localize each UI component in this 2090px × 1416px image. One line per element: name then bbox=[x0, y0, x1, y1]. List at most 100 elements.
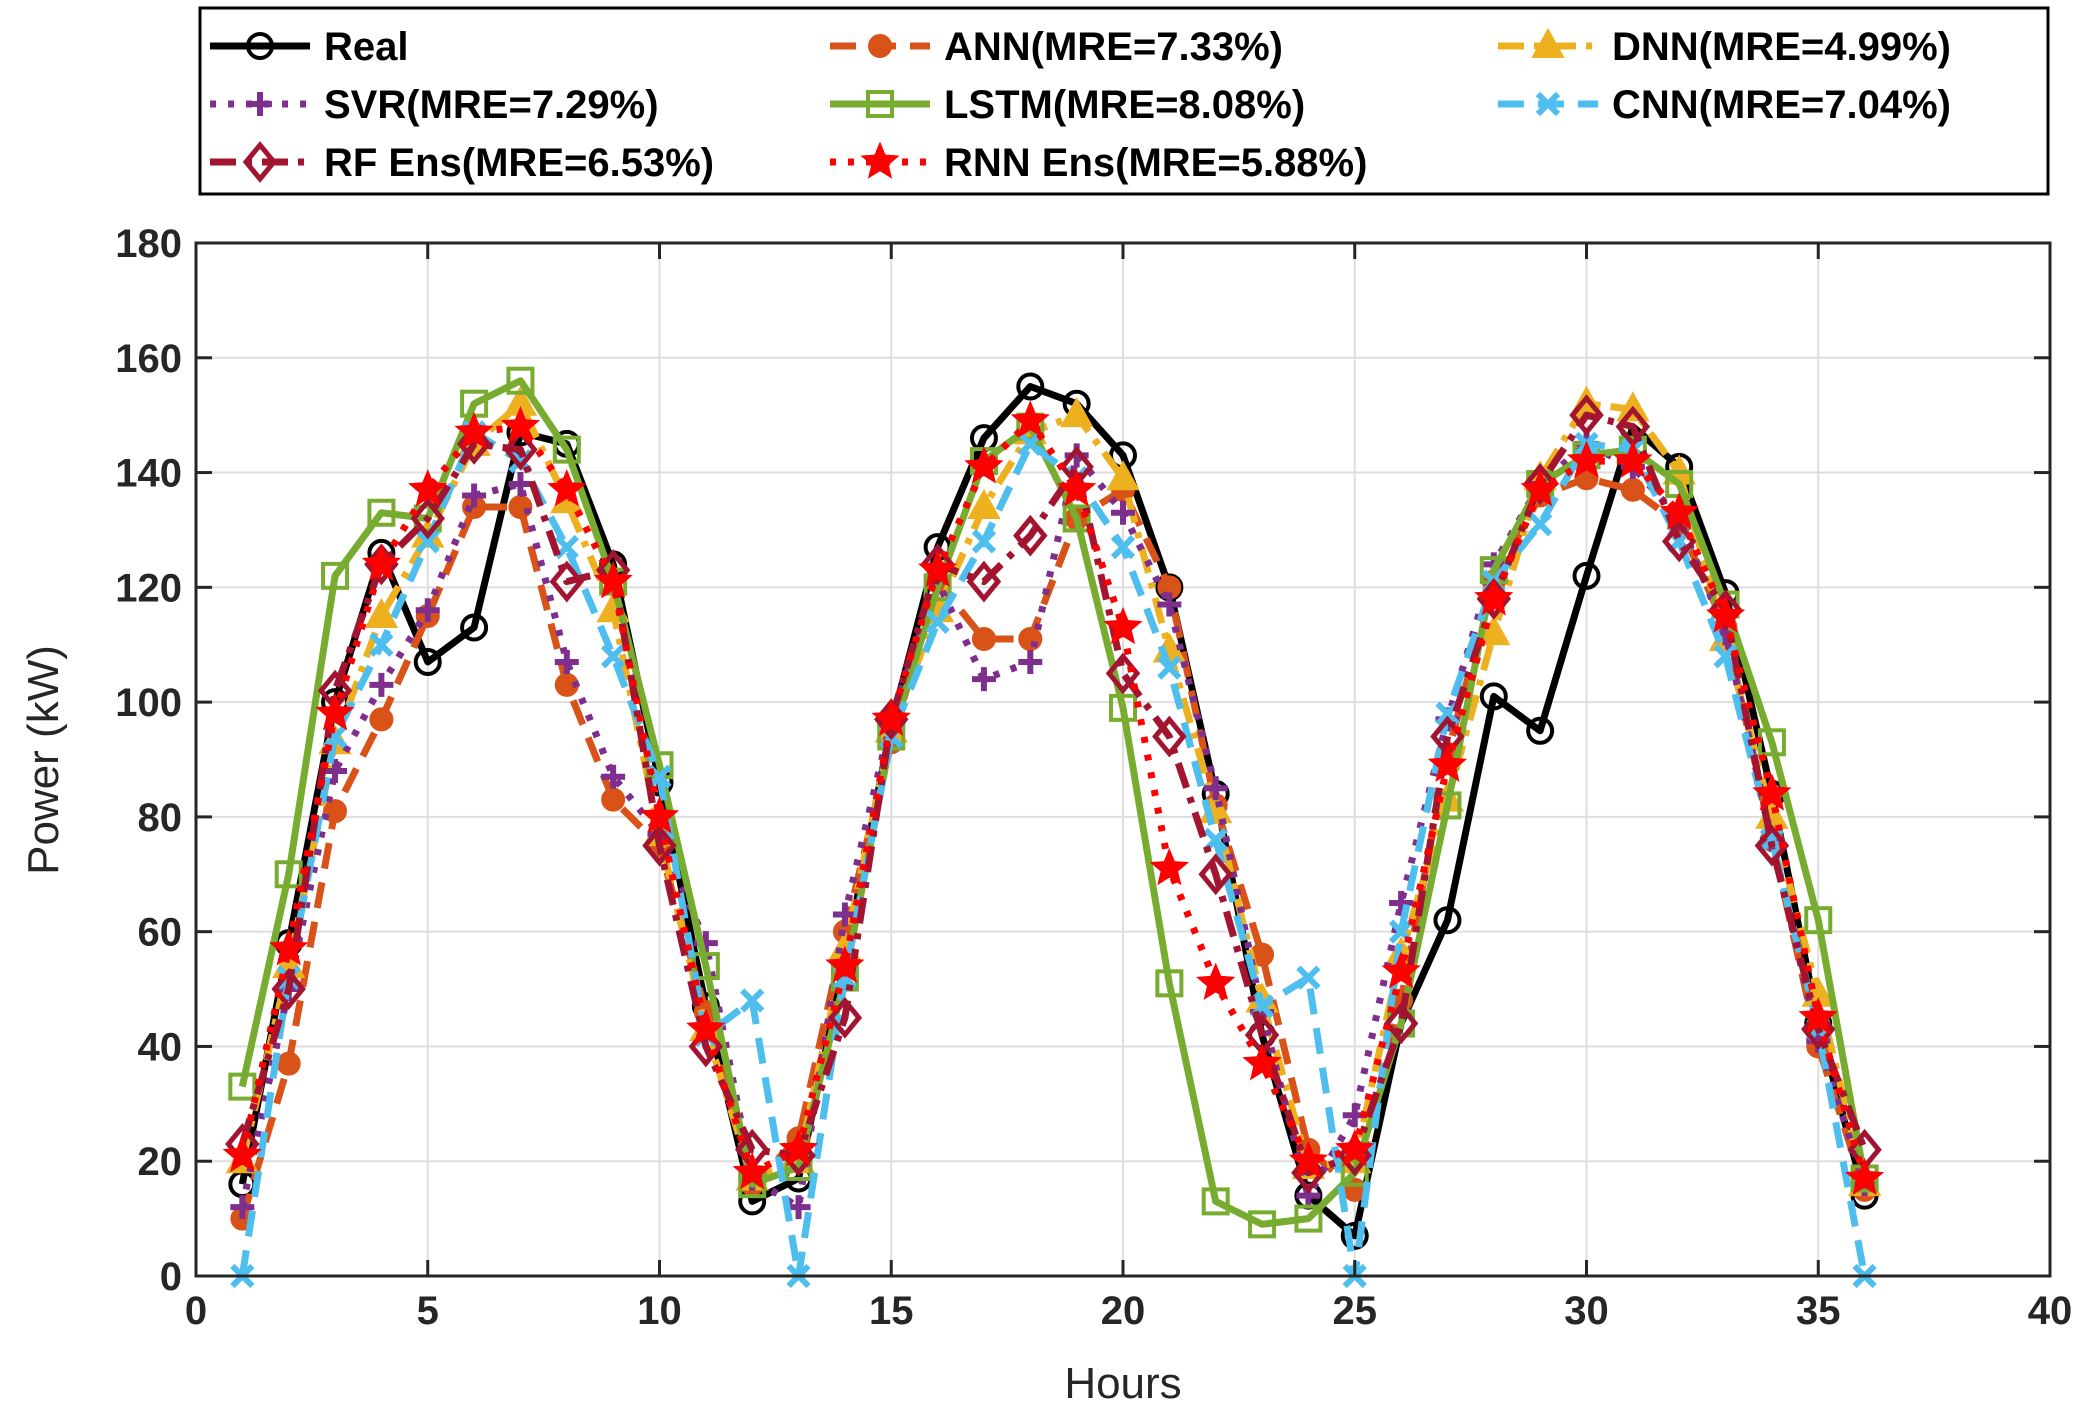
data-point-real bbox=[1526, 716, 1555, 745]
data-point-rnn-ens bbox=[1844, 1157, 1885, 1196]
data-point-svr bbox=[230, 1195, 255, 1220]
data-point-real bbox=[460, 613, 489, 642]
data-point-rnn-ens bbox=[917, 549, 958, 587]
legend-item-lstm: LSTM(MRE=8.08%) bbox=[830, 83, 1305, 127]
legend-marker-rnn-ens bbox=[860, 141, 900, 179]
data-point-cnn bbox=[1157, 655, 1182, 680]
data-point-cnn bbox=[1296, 965, 1321, 990]
legend: Real SVR(MRE=7.29%) RF Ens(MRE=6.53%) ANN(M… bbox=[198, 6, 2050, 196]
data-point-svr bbox=[415, 598, 440, 623]
legend-marker-ann bbox=[868, 34, 892, 58]
y-tick-label: 0 bbox=[160, 1255, 182, 1299]
legend-marker-rf-ens bbox=[242, 141, 278, 183]
data-point-lstm bbox=[1201, 1187, 1230, 1216]
legend-label-cnn: CNN(MRE=7.04%) bbox=[1612, 83, 1951, 127]
data-point-rnn-ens bbox=[593, 560, 633, 599]
y-tick-label: 180 bbox=[115, 222, 182, 266]
legend-item-svr: SVR(MRE=7.29%) bbox=[210, 83, 659, 127]
x-tick-label: 25 bbox=[1333, 1289, 1378, 1333]
data-point-rnn-ens bbox=[871, 698, 911, 737]
data-point-ann bbox=[601, 787, 626, 812]
legend-marker-svr bbox=[248, 92, 272, 116]
legend-label-rf-ens: RF Ens(MRE=6.53%) bbox=[324, 141, 714, 185]
data-point-cnn bbox=[740, 988, 765, 1013]
legend-item-real: Real bbox=[210, 25, 409, 69]
data-point-svr bbox=[971, 667, 996, 692]
data-point-svr bbox=[1111, 500, 1135, 525]
data-point-svr bbox=[1018, 649, 1043, 674]
data-point-lstm bbox=[1062, 504, 1091, 533]
legend-item-rnn-ens: RNN Ens(MRE=5.88%) bbox=[830, 141, 1367, 185]
data-point-rnn-ens bbox=[1613, 440, 1653, 478]
data-point-rnn-ens bbox=[1520, 469, 1560, 507]
data-point-svr bbox=[462, 483, 487, 508]
data-point-real bbox=[1433, 906, 1462, 935]
data-point-lstm bbox=[367, 498, 396, 527]
legend-label-real: Real bbox=[324, 25, 409, 69]
data-point-svr bbox=[369, 672, 394, 697]
data-point-rnn-ens bbox=[1798, 997, 1838, 1035]
data-point-svr bbox=[601, 764, 626, 789]
data-point-real bbox=[1340, 1221, 1369, 1250]
data-point-rf-ens bbox=[1152, 715, 1187, 758]
data-point-lstm bbox=[1294, 1204, 1323, 1233]
x-tick-label: 30 bbox=[1564, 1289, 1609, 1333]
data-point-lstm bbox=[1340, 1158, 1369, 1187]
data-point-rnn-ens bbox=[1149, 847, 1190, 886]
data-point-real bbox=[413, 647, 442, 676]
data-point-real bbox=[1016, 372, 1045, 401]
x-axis-label: Hours bbox=[1064, 1359, 1181, 1408]
data-point-rf-ens bbox=[966, 560, 1002, 603]
y-tick-label: 100 bbox=[115, 681, 182, 725]
data-point-rnn-ens bbox=[1752, 773, 1792, 811]
data-point-ann bbox=[323, 799, 348, 824]
data-point-rnn-ens bbox=[1381, 951, 1421, 989]
data-point-rnn-ens bbox=[964, 446, 1004, 484]
data-point-cnn bbox=[1713, 644, 1738, 669]
legend-marker-cnn bbox=[1535, 91, 1561, 117]
data-point-rnn-ens bbox=[454, 411, 494, 450]
data-point-svr bbox=[323, 758, 348, 783]
data-point-rnn-ens bbox=[361, 543, 402, 582]
x-tick-label: 0 bbox=[185, 1289, 207, 1333]
data-point-rnn-ens bbox=[1103, 606, 1143, 645]
y-tick-label: 60 bbox=[138, 911, 183, 955]
legend-label-lstm: LSTM(MRE=8.08%) bbox=[944, 83, 1305, 127]
data-point-svr bbox=[1389, 890, 1414, 915]
data-point-rf-ens bbox=[1708, 589, 1743, 632]
data-point-rnn-ens bbox=[1427, 744, 1468, 782]
data-point-ann bbox=[276, 1051, 301, 1076]
data-point-dnn bbox=[1059, 397, 1094, 428]
data-point-lstm bbox=[1804, 906, 1833, 935]
data-point-rnn-ens bbox=[732, 1152, 772, 1190]
data-point-rnn-ens bbox=[547, 469, 587, 507]
data-point-rf-ens bbox=[1198, 853, 1233, 896]
data-point-dnn bbox=[967, 488, 1001, 519]
data-point-lstm bbox=[321, 561, 350, 590]
data-point-rnn-ens bbox=[639, 796, 680, 834]
legend-label-svr: SVR(MRE=7.29%) bbox=[324, 83, 659, 127]
data-point-rf-ens bbox=[1383, 1002, 1419, 1045]
data-point-rf-ens bbox=[642, 824, 677, 867]
y-tick-label: 160 bbox=[115, 337, 182, 381]
data-point-cnn bbox=[601, 644, 626, 669]
data-point-rf-ens bbox=[1569, 394, 1604, 437]
data-point-rnn-ens bbox=[1288, 1140, 1329, 1178]
y-axis-label: Power (kW) bbox=[19, 645, 68, 875]
data-point-lstm bbox=[506, 366, 535, 395]
data-point-dnn bbox=[1477, 615, 1511, 646]
legend-label-ann: ANN(MRE=7.33%) bbox=[944, 25, 1283, 69]
legend-item-ann: ANN(MRE=7.33%) bbox=[830, 25, 1283, 69]
data-point-rnn-ens bbox=[778, 1129, 819, 1167]
data-point-ann bbox=[369, 707, 394, 732]
plot-area: 0 5 10 15 20 25 30 35 40 0 20 40 60 80 100 120 140 160 180 bbox=[115, 222, 2072, 1333]
data-point-ann bbox=[1018, 626, 1043, 651]
data-point-rnn-ens bbox=[1196, 962, 1236, 1001]
data-point-cnn bbox=[369, 632, 394, 657]
y-tick-label: 80 bbox=[138, 796, 183, 840]
data-point-ann bbox=[508, 494, 533, 519]
series-rnn-ens bbox=[222, 400, 1885, 1196]
data-point-rf-ens bbox=[549, 560, 585, 603]
legend-marker-dnn bbox=[1531, 27, 1565, 58]
data-point-rnn-ens bbox=[1056, 469, 1097, 507]
